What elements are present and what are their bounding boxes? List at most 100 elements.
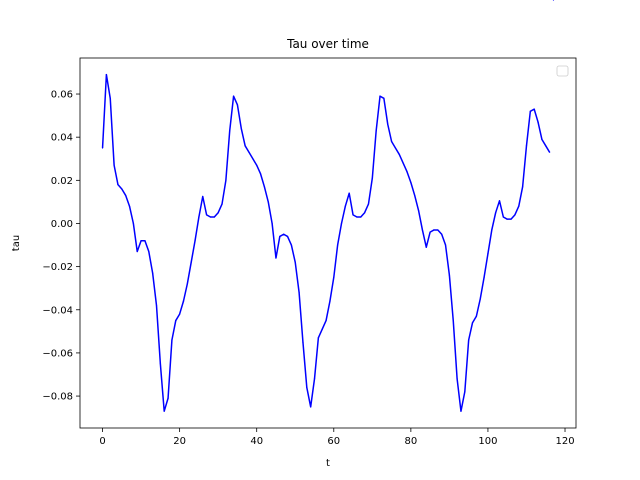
x-tick-label: 120 (555, 436, 574, 447)
data-point (248, 151, 250, 153)
data-point (267, 201, 269, 203)
data-point (417, 209, 420, 212)
data-point (468, 339, 470, 341)
data-point (383, 97, 385, 99)
data-point (144, 240, 146, 242)
data-point (340, 222, 343, 225)
data-point (495, 212, 497, 214)
data-point (105, 74, 107, 76)
data-point (225, 179, 227, 181)
data-point (398, 153, 400, 156)
data-point (425, 246, 427, 248)
data-point (198, 216, 200, 218)
data-point (444, 244, 447, 246)
data-point (364, 212, 366, 214)
data-point (221, 203, 223, 205)
data-point (152, 272, 154, 274)
data-point (252, 158, 254, 160)
y-tick-label: −0.08 (42, 392, 73, 403)
data-point (452, 319, 454, 322)
data-point (479, 298, 481, 300)
data-point (186, 283, 188, 285)
data-point (498, 200, 501, 202)
data-point (182, 300, 185, 302)
data-point (371, 177, 373, 179)
data-point (545, 145, 547, 147)
data-point (491, 229, 493, 231)
data-point (171, 339, 173, 341)
data-point (140, 240, 142, 242)
data-point (163, 410, 165, 412)
x-axis-label: t (326, 458, 330, 469)
data-point (390, 140, 393, 143)
data-point (549, 151, 551, 153)
data-point (337, 244, 339, 246)
data-point (155, 304, 158, 307)
data-point (128, 205, 131, 207)
data-point (179, 313, 181, 315)
data-point (406, 171, 408, 173)
data-point (321, 328, 323, 330)
x-axis: 0 20 40 60 80 100 120 (99, 428, 575, 447)
data-point (514, 214, 516, 216)
data-point (148, 250, 150, 253)
data-point (271, 222, 273, 225)
data-point (159, 363, 161, 365)
data-point (229, 130, 231, 132)
data-point (502, 216, 504, 218)
plot-area (79, 57, 577, 429)
data-point (518, 205, 520, 207)
data-point (471, 322, 474, 324)
x-tick-label: 40 (250, 436, 263, 447)
data-point (541, 138, 543, 140)
data-point (344, 205, 346, 207)
y-tick-label: 0.00 (51, 219, 73, 230)
x-tick-label: 0 (99, 436, 105, 447)
y-axis-label: tau (11, 235, 22, 251)
data-point (329, 300, 331, 302)
data-point (448, 274, 450, 276)
data-point (125, 194, 127, 197)
data-point (202, 195, 204, 198)
data-point (414, 194, 416, 197)
x-tick-label: 80 (404, 436, 417, 447)
data-point (379, 95, 381, 97)
data-point (375, 130, 377, 132)
data-point (240, 127, 242, 130)
data-point (464, 391, 466, 393)
data-point (394, 147, 397, 149)
data-point (132, 222, 134, 225)
data-point (190, 261, 192, 263)
data-point (259, 173, 262, 175)
data-point (283, 233, 285, 235)
legend-box (556, 65, 569, 77)
data-point (167, 397, 169, 399)
y-tick-label: −0.02 (42, 262, 73, 273)
data-point (313, 378, 316, 380)
y-tick-label: 0.06 (51, 90, 73, 101)
data-point (367, 203, 370, 205)
data-point (460, 410, 462, 412)
data-point (510, 218, 512, 220)
y-tick-label: −0.04 (42, 305, 73, 316)
data-point (236, 104, 239, 106)
chart-title: Tau over time (286, 37, 369, 51)
data-point (421, 229, 424, 231)
data-point (244, 145, 246, 147)
data-point (136, 250, 138, 253)
data-point (456, 378, 458, 380)
data-point (475, 315, 477, 317)
data-point (333, 276, 335, 279)
data-point (433, 229, 435, 231)
data-point (290, 244, 292, 246)
y-tick-label: 0.02 (51, 176, 73, 187)
data-point (263, 186, 266, 188)
y-axis: −0.08 −0.06 −0.04 −0.02 0.00 0.02 0.04 0.06 (42, 90, 80, 403)
data-point (175, 319, 177, 322)
y-tick-label: 0.04 (51, 133, 73, 144)
data-point (286, 235, 289, 238)
data-point (194, 240, 196, 242)
data-point (529, 110, 531, 112)
